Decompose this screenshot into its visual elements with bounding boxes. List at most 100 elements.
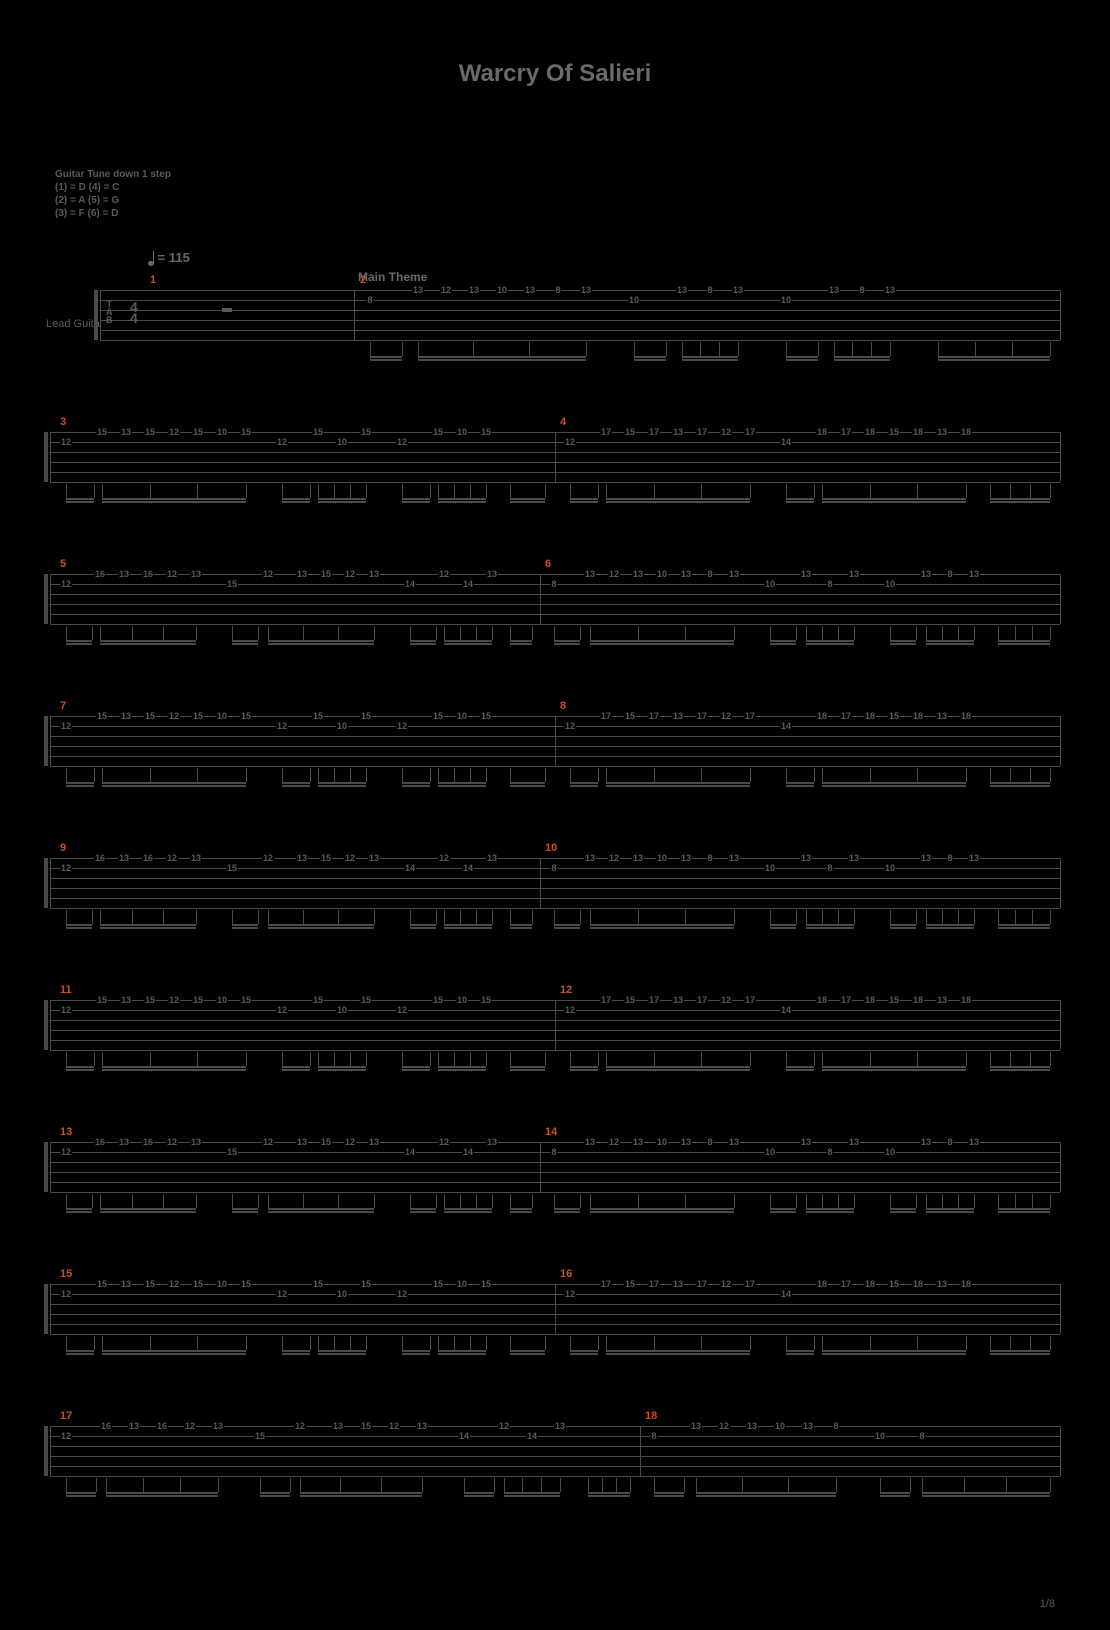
fret-number: 15 [192,1279,204,1289]
beam-group [268,910,374,928]
fret-number: 12 [60,1431,72,1441]
fret-number: 12 [564,1005,576,1015]
beam-group [300,1478,422,1496]
beam-group [418,342,586,360]
beam-group [510,1052,545,1070]
beam-group [66,1052,94,1070]
fret-number: 12 [608,1137,620,1147]
beam-group [66,1194,92,1212]
fret-number: 12 [608,569,620,579]
fret-number: 14 [404,1147,416,1157]
fret-number: 18 [960,427,972,437]
fret-number: 15 [888,711,900,721]
beam-group [410,910,436,928]
beam-group [890,626,916,644]
fret-number: 13 [968,569,980,579]
beam-group [318,1052,366,1070]
fret-number: 15 [360,427,372,437]
fret-number: 17 [648,1279,660,1289]
fret-number: 12 [344,569,356,579]
beam-group [402,1336,430,1354]
fret-number: 13 [190,853,202,863]
beam-group [268,626,374,644]
fret-number: 8 [946,569,953,579]
fret-number: 15 [312,1279,324,1289]
fret-number: 13 [920,1137,932,1147]
beam-group [806,1194,854,1212]
fret-number: 13 [920,853,932,863]
fret-number: 13 [800,1137,812,1147]
beam-group [100,910,196,928]
beam-group [634,342,666,360]
fret-number: 10 [774,1421,786,1431]
fret-number: 17 [840,427,852,437]
beam-group [606,1336,750,1354]
beam-group [554,1194,580,1212]
fret-number: 13 [802,1421,814,1431]
fret-number: 17 [600,995,612,1005]
fret-number: 13 [554,1421,566,1431]
fret-number: 15 [480,1279,492,1289]
beam-group [232,1194,258,1212]
fret-number: 15 [96,1279,108,1289]
fret-number: 12 [396,721,408,731]
beam-group [786,1336,814,1354]
fret-number: 8 [832,1421,839,1431]
beam-group [998,910,1050,928]
fret-number: 15 [320,569,332,579]
fret-number: 17 [840,995,852,1005]
beam-group [786,342,818,360]
fret-number: 13 [936,995,948,1005]
fret-number: 13 [800,853,812,863]
fret-number: 17 [600,427,612,437]
beam-group [606,484,750,502]
fret-number: 12 [60,721,72,731]
beam-group [100,1194,196,1212]
fret-number: 13 [128,1421,140,1431]
fret-number: 12 [344,1137,356,1147]
fret-number: 15 [480,427,492,437]
fret-number: 13 [486,569,498,579]
fret-number: 12 [166,569,178,579]
beam-group [554,910,580,928]
beam-group [990,1052,1050,1070]
beam-group [510,626,532,644]
beam-group [926,910,974,928]
fret-number: 17 [744,995,756,1005]
beam-group [318,484,366,502]
fret-number: 15 [312,995,324,1005]
fret-number: 12 [344,853,356,863]
page-number: 1/8 [1040,1598,1055,1610]
beam-group [318,1336,366,1354]
fret-number: 13 [680,569,692,579]
fret-number: 18 [816,995,828,1005]
fret-number: 13 [672,711,684,721]
fret-number: 15 [888,427,900,437]
fret-number: 14 [780,721,792,731]
fret-number: 13 [920,569,932,579]
fret-number: 13 [584,1137,596,1147]
fret-number: 18 [960,1279,972,1289]
fret-number: 18 [816,1279,828,1289]
fret-number: 15 [432,427,444,437]
fret-number: 16 [142,1137,154,1147]
measure-number: 6 [545,558,551,570]
fret-number: 12 [440,285,452,295]
fret-number: 12 [608,853,620,863]
fret-number: 13 [486,853,498,863]
fret-number: 14 [462,863,474,873]
beam-group [588,1478,630,1496]
fret-number: 12 [438,1137,450,1147]
fret-number: 13 [680,853,692,863]
fret-number: 15 [624,427,636,437]
fret-number: 18 [912,1279,924,1289]
fret-number: 8 [858,285,865,295]
beam-group [100,626,196,644]
beam-group [998,1194,1050,1212]
measure-number: 1 [150,274,156,286]
beam-group [102,1052,246,1070]
beam-group [590,626,734,644]
fret-number: 15 [312,711,324,721]
beam-group [444,1194,492,1212]
beam-group [570,1052,598,1070]
